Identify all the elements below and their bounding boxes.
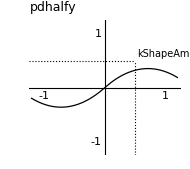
Text: -1: -1 [90, 137, 101, 147]
Text: kShapeAmount: kShapeAmount [137, 49, 190, 59]
Text: 1: 1 [162, 91, 169, 101]
Text: -1: -1 [38, 91, 49, 101]
Text: pdhalfy: pdhalfy [30, 1, 76, 14]
Text: 1: 1 [94, 29, 101, 39]
